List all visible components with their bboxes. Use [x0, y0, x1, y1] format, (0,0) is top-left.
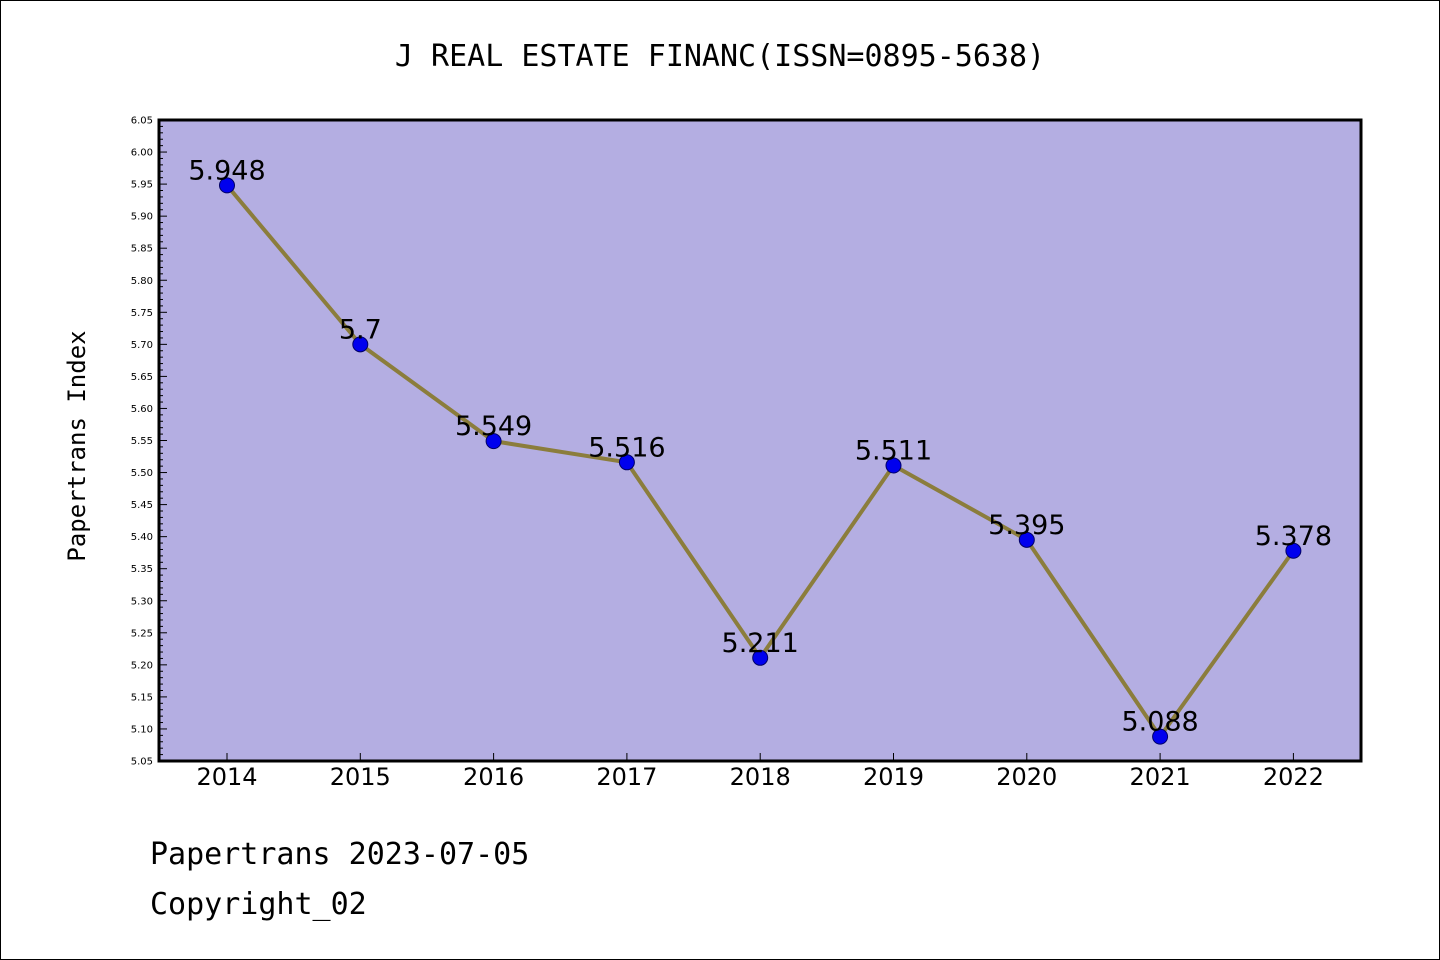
data-point [219, 177, 235, 194]
y-tick-label: 5.75 [131, 308, 153, 319]
data-point [885, 457, 902, 474]
data-point [352, 336, 369, 353]
data-label: 5.395 [988, 510, 1065, 541]
y-tick-label: 5.30 [131, 596, 153, 607]
data-label: 5.378 [1255, 521, 1332, 552]
y-tick-label: 5.10 [131, 724, 153, 735]
data-point [485, 433, 502, 450]
y-tick-label: 5.25 [131, 628, 153, 639]
data-label: 5.088 [1121, 707, 1198, 738]
footer-copyright: Copyright_02 [150, 887, 367, 922]
y-tick-label: 5.70 [131, 340, 153, 351]
data-label: 5.549 [455, 411, 532, 442]
data-point-markers [219, 177, 1302, 745]
x-tick-label: 2018 [730, 763, 791, 791]
x-tick-label: 2015 [330, 763, 391, 791]
x-tick-label: 2022 [1263, 763, 1324, 791]
data-label: 5.7 [339, 314, 382, 345]
y-tick-label: 5.15 [131, 692, 153, 703]
data-labels: 5.948 5.7 5.549 5.516 5.211 5.511 5.395 5.088 5.… [188, 155, 1332, 737]
y-tick-label: 5.50 [131, 468, 153, 479]
plot-border [157, 118, 1363, 763]
y-tick-label: 5.60 [131, 404, 153, 415]
y-tick-label: 5.40 [131, 532, 153, 543]
y-tick-label: 5.90 [131, 212, 153, 223]
y-axis-label: Papertrans Index [63, 330, 91, 561]
y-tick-label: 5.55 [131, 436, 153, 447]
y-tick-label: 5.95 [131, 180, 153, 191]
data-point [1018, 531, 1035, 548]
data-point [618, 454, 635, 471]
y-tick-label: 5.05 [131, 757, 153, 768]
x-tick-label: 2014 [196, 763, 257, 791]
x-tick-label: 2020 [996, 763, 1057, 791]
x-tick-label: 2016 [463, 763, 524, 791]
data-label: 5.211 [722, 628, 799, 659]
y-axis-ticks: 5.05 5.10 5.15 5.20 5.25 5.30 5.35 5.40 5.45 5.50… [131, 116, 167, 768]
y-tick-label: 5.80 [131, 276, 153, 287]
data-label: 5.511 [855, 435, 932, 466]
data-label: 5.948 [188, 155, 265, 186]
x-axis-ticks: 2014 2015 2016 2017 2018 2019 2020 2021 2022 [196, 753, 1324, 791]
y-tick-label: 5.20 [131, 660, 153, 671]
x-tick-label: 2019 [863, 763, 924, 791]
chart-title: J REAL ESTATE FINANC(ISSN=0895-5638) [395, 39, 1045, 74]
y-tick-label: 6.05 [131, 116, 153, 127]
y-tick-label: 5.65 [131, 372, 153, 383]
y-tick-label: 6.00 [131, 148, 153, 159]
data-point [752, 649, 769, 666]
data-point [1285, 542, 1302, 559]
data-point [1152, 728, 1169, 745]
x-tick-label: 2021 [1130, 763, 1191, 791]
y-tick-label: 5.35 [131, 564, 153, 575]
data-label: 5.516 [588, 432, 665, 463]
x-tick-label: 2017 [596, 763, 657, 791]
y-tick-label: 5.45 [131, 500, 153, 511]
y-tick-label: 5.85 [131, 244, 153, 255]
footer-date: Papertrans 2023-07-05 [150, 837, 529, 872]
